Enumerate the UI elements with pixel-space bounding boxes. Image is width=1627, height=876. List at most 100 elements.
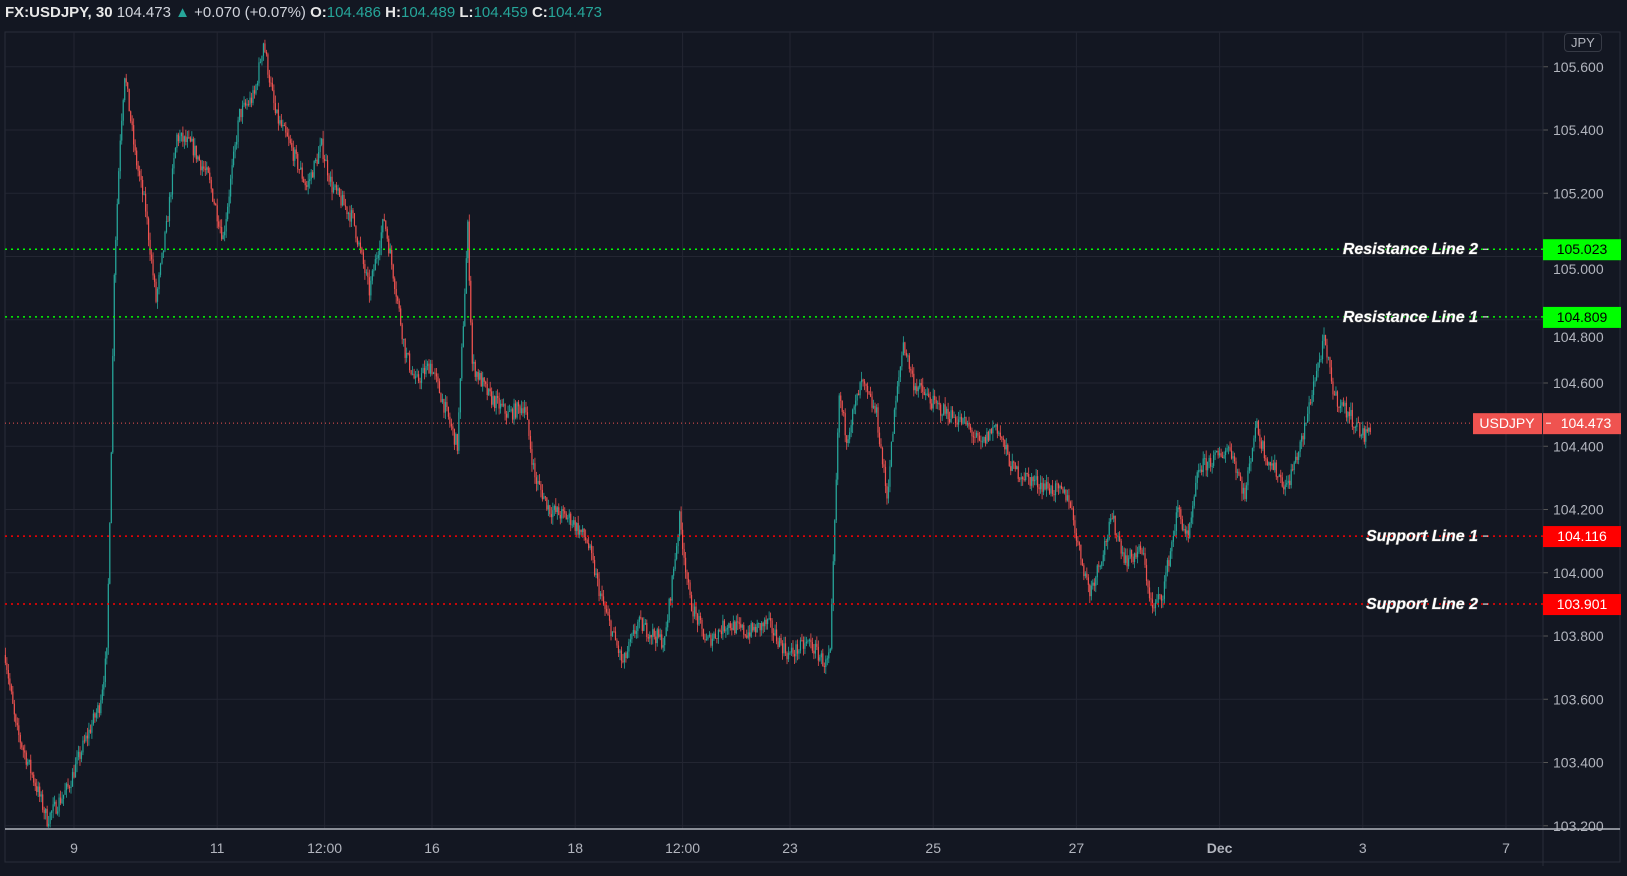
candle-body bbox=[1333, 394, 1336, 396]
candle-body bbox=[15, 714, 17, 723]
candle-body bbox=[655, 636, 657, 644]
candle-body bbox=[462, 326, 464, 347]
candle-body bbox=[716, 638, 718, 640]
candle-body bbox=[1144, 553, 1146, 565]
candle-body bbox=[1250, 461, 1252, 464]
candle-body bbox=[746, 635, 748, 638]
candle-body bbox=[203, 166, 205, 169]
candle-body bbox=[690, 595, 693, 612]
candle-body bbox=[134, 144, 136, 151]
candle-body bbox=[787, 652, 790, 660]
low-value: 104.459 bbox=[473, 4, 528, 21]
candle-body bbox=[1245, 485, 1248, 499]
candle-body bbox=[48, 823, 50, 827]
resistance-tag-value: 105.023 bbox=[1557, 241, 1608, 257]
candle-body bbox=[765, 619, 767, 625]
candle-body bbox=[956, 423, 958, 425]
candle-body bbox=[1223, 455, 1225, 459]
candle-body bbox=[905, 353, 907, 356]
symbol-tag bbox=[1473, 413, 1542, 435]
resistance-tag bbox=[1543, 239, 1621, 261]
candle-body bbox=[869, 393, 872, 397]
candle-body bbox=[828, 652, 830, 659]
candle-body bbox=[1314, 380, 1316, 382]
candle-body bbox=[604, 604, 606, 609]
candle-body bbox=[838, 395, 840, 433]
candle-body bbox=[1196, 472, 1198, 483]
candle-body bbox=[1022, 477, 1024, 480]
candle-body bbox=[777, 641, 779, 648]
candle-body bbox=[887, 486, 890, 499]
candle-body bbox=[735, 621, 737, 634]
candle-body bbox=[207, 167, 209, 173]
candle-body bbox=[974, 437, 976, 439]
candle-body bbox=[128, 88, 130, 112]
candle-body bbox=[380, 232, 382, 249]
candle-body bbox=[895, 400, 897, 410]
candle-body bbox=[82, 740, 84, 753]
candle-body bbox=[276, 109, 278, 113]
candle-body bbox=[968, 423, 970, 427]
support-label: Support Line 2 bbox=[1366, 596, 1478, 613]
candle-body bbox=[270, 82, 272, 84]
candle-body bbox=[650, 634, 652, 638]
candle-body bbox=[310, 172, 312, 180]
candle-body bbox=[156, 288, 159, 302]
candle-body bbox=[1154, 602, 1157, 609]
candle-body bbox=[259, 61, 262, 63]
candle-body bbox=[1326, 345, 1328, 358]
time-tick-label: 7 bbox=[1502, 840, 1510, 856]
candle-body bbox=[1002, 438, 1004, 440]
candle-body bbox=[778, 637, 781, 648]
candle-body bbox=[376, 258, 378, 260]
candle-body bbox=[576, 523, 578, 531]
candle-body bbox=[641, 618, 643, 631]
candle-body bbox=[322, 138, 324, 159]
candle-body bbox=[501, 403, 503, 406]
candle-body bbox=[1026, 472, 1028, 475]
price-tick-label: 104.400 bbox=[1553, 438, 1604, 454]
candle-body bbox=[837, 432, 839, 480]
candle-body bbox=[519, 406, 521, 414]
candle-body bbox=[907, 355, 909, 357]
candle-body bbox=[1366, 429, 1368, 432]
candle-body bbox=[513, 403, 515, 420]
candle-body bbox=[960, 416, 963, 424]
candle-body bbox=[341, 194, 344, 206]
candle-body bbox=[13, 703, 15, 715]
candle-body bbox=[255, 85, 257, 94]
candle-body bbox=[711, 638, 714, 646]
candle-body bbox=[529, 435, 532, 450]
symbol-tag-label: USDJPY bbox=[1479, 415, 1535, 431]
candle-body bbox=[7, 669, 9, 679]
candle-body bbox=[1165, 572, 1167, 582]
candle-body bbox=[52, 804, 54, 812]
candle-body bbox=[453, 428, 455, 445]
candle-body bbox=[295, 149, 297, 154]
candle-body bbox=[595, 573, 597, 576]
candle-body bbox=[872, 405, 875, 408]
candle-body bbox=[198, 156, 200, 161]
candle-body bbox=[58, 797, 60, 812]
candle-body bbox=[926, 393, 928, 395]
candle-body bbox=[297, 153, 299, 170]
candle-body bbox=[292, 147, 294, 161]
candle-body bbox=[1292, 469, 1294, 471]
candle-body bbox=[1193, 496, 1195, 506]
candle-body bbox=[962, 418, 964, 424]
candle-body bbox=[1074, 520, 1076, 534]
candle-body bbox=[780, 637, 782, 644]
candle-body bbox=[793, 653, 796, 657]
candle-body bbox=[693, 606, 696, 617]
currency-button[interactable]: JPY bbox=[1564, 33, 1602, 52]
candle-body bbox=[1042, 483, 1045, 492]
candle-body bbox=[149, 239, 151, 255]
candle-body bbox=[1047, 481, 1049, 489]
candle-body bbox=[946, 408, 948, 414]
candle-body bbox=[686, 572, 688, 579]
candle-body bbox=[883, 464, 885, 467]
candle-body bbox=[969, 426, 972, 430]
candle-body bbox=[386, 228, 388, 239]
candle-body bbox=[852, 409, 854, 426]
